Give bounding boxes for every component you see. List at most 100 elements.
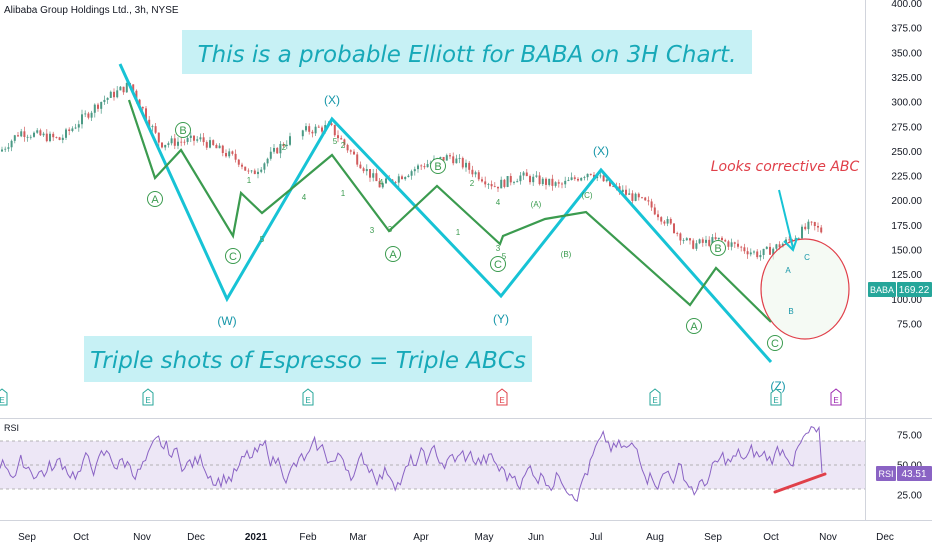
earnings-marker-shape — [830, 388, 842, 406]
candle-body — [788, 239, 791, 241]
earnings-marker-label: E — [0, 396, 5, 405]
candle-body — [721, 237, 723, 241]
candle-body — [778, 244, 781, 248]
candle-body — [481, 179, 483, 182]
candle-body — [647, 200, 650, 202]
candle-body — [247, 170, 250, 172]
candle-body — [369, 169, 371, 178]
wave-label-circle — [490, 256, 506, 272]
candle-body — [253, 170, 256, 175]
candle-body — [93, 104, 96, 113]
candle-body — [321, 127, 323, 132]
candle-body — [7, 147, 10, 149]
candle-body — [397, 176, 400, 183]
earnings-marker-shape — [496, 388, 508, 406]
wave-label: 4 — [379, 178, 384, 187]
wave-label: 2 — [470, 179, 475, 188]
earnings-marker-shape — [649, 388, 661, 406]
wave-label: A — [389, 249, 397, 261]
candle-body — [17, 135, 19, 137]
wave-label: 3 — [370, 226, 375, 235]
wave-label: (Z) — [770, 379, 785, 393]
candle-body — [372, 173, 375, 178]
candle-body — [541, 178, 544, 185]
wave-label: B — [714, 243, 721, 255]
wave-label: (X) — [324, 93, 340, 107]
time-tick-label: Oct — [763, 532, 779, 543]
earnings-marker-label: E — [833, 396, 838, 405]
candle-body — [10, 140, 13, 148]
candle-body — [420, 165, 423, 167]
candle-body — [151, 126, 154, 128]
candle-body — [557, 182, 560, 184]
wave-label-circle — [767, 335, 783, 351]
candle-body — [173, 138, 176, 146]
candle-body — [385, 178, 387, 184]
candle-body — [132, 84, 135, 91]
earnings-marker: E — [142, 388, 154, 406]
candle-body — [209, 140, 211, 148]
candle-body — [330, 123, 333, 125]
candle-body — [554, 182, 557, 186]
time-tick-label: 2021 — [245, 532, 268, 543]
candle-body — [311, 131, 314, 134]
candle-body — [36, 130, 39, 133]
candle-body — [756, 251, 759, 258]
candle-body — [717, 237, 720, 240]
rsi-divergence-line — [773, 472, 827, 494]
candle-body — [180, 141, 183, 143]
candle-body — [74, 127, 77, 129]
candle-body — [653, 207, 656, 215]
candle-body — [804, 226, 807, 230]
candle-body — [116, 90, 119, 98]
candle-body — [445, 155, 448, 161]
time-tick-label: Sep — [704, 532, 722, 543]
candle-body — [516, 181, 519, 183]
candle-body — [90, 112, 93, 118]
rsi-title: RSI — [4, 423, 19, 433]
candle-body — [145, 108, 147, 120]
candle-body — [609, 179, 611, 187]
candle-body — [673, 223, 675, 234]
candle-body — [138, 99, 141, 107]
candle-body — [13, 135, 16, 141]
candle-body — [228, 151, 231, 157]
wave-label: (A) — [531, 200, 542, 209]
price-tick-label: 200.00 — [891, 196, 922, 207]
price-tick-label: 325.00 — [891, 73, 922, 84]
callout-box — [707, 150, 864, 180]
rsi-badge-value: 43.51 — [901, 469, 926, 480]
candle-body — [257, 171, 259, 175]
candle-body — [529, 176, 531, 183]
price-badge: BABA 169.22 — [868, 282, 932, 297]
candle-body — [468, 162, 471, 170]
rsi-tick-label: 25.00 — [897, 491, 922, 502]
candle-body — [519, 175, 522, 182]
candle-body — [356, 154, 359, 165]
candle-body — [599, 175, 602, 177]
wave-label: 1 — [247, 176, 252, 185]
candle-body — [122, 86, 125, 93]
candle-body — [340, 138, 343, 140]
candle-body — [698, 239, 701, 244]
callout-text: Looks corrective ABC — [711, 159, 860, 175]
candle-body — [503, 179, 506, 187]
price-candles — [1, 78, 823, 261]
candle-body — [628, 193, 631, 195]
candle-body — [746, 251, 749, 255]
earnings-marker: E — [0, 388, 8, 406]
candle-body — [634, 193, 637, 201]
candle-body — [301, 130, 304, 137]
candle-body — [641, 197, 643, 199]
candle-body — [87, 113, 90, 118]
time-tick-label: Jun — [528, 532, 544, 543]
candle-body — [4, 148, 7, 150]
candle-body — [759, 255, 762, 258]
candle-body — [218, 145, 221, 149]
candle-body — [81, 114, 83, 125]
candle-body — [362, 168, 365, 172]
candle-body — [474, 172, 477, 175]
candle-body — [77, 124, 80, 128]
candle-body — [685, 238, 688, 241]
wave-label: (B) — [561, 250, 572, 259]
